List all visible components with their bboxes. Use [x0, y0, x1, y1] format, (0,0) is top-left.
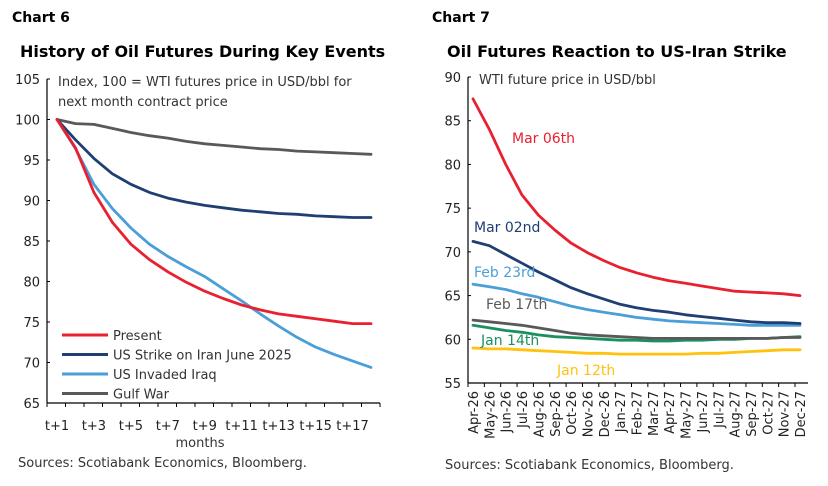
chart-6: Chart 6 History of Oil Futures During Ke… [12, 10, 385, 471]
legend-label-present: Present [113, 329, 162, 344]
x-tick-label: Sep-27 [745, 391, 760, 437]
x-tick-label: t+17 [336, 419, 369, 434]
chart-6-header: Chart 6 [12, 10, 70, 26]
x-tick-label: t+7 [156, 419, 180, 434]
y-tick-label: 90 [444, 71, 461, 86]
series-label-jan-14th: Jan 14th [480, 333, 539, 349]
series-line-us-invaded-iraq [55, 118, 373, 369]
y-tick-label: 65 [444, 290, 461, 305]
x-tick-label: Nov-27 [778, 391, 793, 437]
x-tick-label: Aug-26 [532, 391, 547, 438]
x-tick-label: May-27 [680, 391, 695, 439]
x-tick-label: May-26 [483, 391, 498, 439]
series-line-mar-06th [471, 97, 802, 297]
x-tick-label: Nov-26 [581, 391, 596, 437]
legend-label-gulf-war: Gulf War [113, 388, 170, 403]
x-tick-label: Feb-27 [631, 391, 646, 435]
y-tick-label: 80 [444, 158, 461, 173]
chart-7: Chart 7 Oil Futures Reaction to US-Iran … [432, 10, 809, 473]
x-tick-label: Aug-27 [729, 391, 744, 438]
x-tick-label: Jan-27 [614, 391, 629, 433]
y-tick-label: 85 [23, 235, 40, 250]
y-tick-label: 95 [23, 154, 40, 169]
series-line-present [55, 118, 373, 325]
x-tick-label: Oct-27 [761, 391, 776, 435]
y-tick-label: 75 [444, 202, 461, 217]
series-label-feb-23rd: Feb 23rd [474, 265, 535, 281]
y-tick-label: 65 [23, 397, 40, 412]
series-line-feb-23rd [471, 282, 802, 327]
chart-7-header: Chart 7 [432, 10, 490, 26]
y-tick-label: 60 [444, 333, 461, 348]
chart-7-subtitle: WTI future price in USD/bbl [479, 73, 656, 88]
chart-6-title: History of Oil Futures During Key Events [20, 42, 385, 61]
x-tick-label: t+13 [262, 419, 295, 434]
y-tick-label: 90 [23, 195, 40, 210]
x-tick-label: Dec-26 [598, 391, 613, 437]
series-label-mar-02nd: Mar 02nd [474, 220, 540, 236]
x-tick-label: t+5 [119, 419, 143, 434]
series-label-mar-06th: Mar 06th [512, 131, 575, 147]
y-tick-label: 80 [23, 276, 40, 291]
y-tick-label: 75 [23, 316, 40, 331]
y-tick-label: 105 [15, 73, 40, 88]
x-tick-label: Jul-26 [516, 391, 531, 429]
y-tick-label: 85 [444, 115, 461, 130]
series-line-mar-02nd [471, 240, 802, 325]
y-tick-label: 100 [15, 114, 40, 129]
series-line-feb-17th [471, 318, 802, 340]
x-tick-label: Dec-27 [794, 391, 809, 437]
x-tick-label: Oct-26 [565, 391, 580, 435]
x-tick-label: t+1 [45, 419, 69, 434]
chart-7-title: Oil Futures Reaction to US-Iran Strike [447, 42, 787, 61]
series-line-gulf-war [55, 118, 373, 156]
chart-6-source: Sources: Scotiabank Economics, Bloomberg… [18, 456, 307, 471]
chart-6-subtitle-line-2: next month contract price [58, 95, 228, 110]
chart-6-x-axis-label: months [176, 436, 225, 451]
chart-7-source: Sources: Scotiabank Economics, Bloomberg… [445, 458, 734, 473]
x-tick-label: Apr-26 [467, 391, 482, 434]
y-tick-label: 70 [444, 246, 461, 261]
x-tick-label: Apr-27 [663, 391, 678, 434]
series-label-jan-12th: Jan 12th [556, 363, 615, 379]
x-tick-label: Jul-27 [712, 391, 727, 429]
x-tick-label: t+11 [225, 419, 258, 434]
y-tick-label: 55 [444, 377, 461, 392]
y-tick-label: 70 [23, 357, 40, 372]
series-line-us-strike-on-iran-june-2025 [55, 118, 373, 219]
legend-label-us-strike-on-iran-june-2025: US Strike on Iran June 2025 [113, 349, 292, 364]
chart-6-subtitle-line-1: Index, 100 = WTI futures price in USD/bb… [58, 75, 352, 90]
series-line-jan-12th [471, 346, 802, 356]
legend-label-us-invaded-iraq: US Invaded Iraq [113, 368, 217, 383]
x-tick-label: t+15 [299, 419, 332, 434]
x-tick-label: t+3 [82, 419, 106, 434]
x-tick-label: t+9 [193, 419, 217, 434]
x-tick-label: Jun-26 [500, 391, 515, 434]
series-label-feb-17th: Feb 17th [486, 297, 547, 313]
x-tick-label: Mar-27 [647, 391, 662, 436]
x-tick-label: Sep-26 [549, 391, 564, 437]
x-tick-label: Jun-27 [696, 391, 711, 434]
